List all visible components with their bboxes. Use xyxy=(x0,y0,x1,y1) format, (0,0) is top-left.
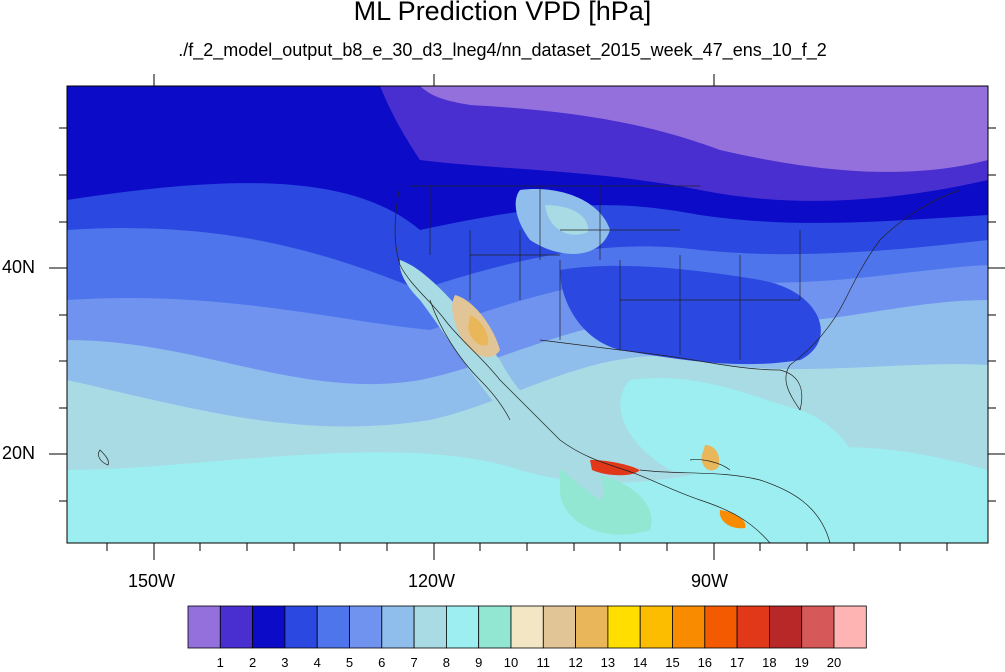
colorbar-swatch xyxy=(252,605,286,649)
colorbar-swatch xyxy=(316,605,350,649)
colorbar-label: 19 xyxy=(794,655,809,670)
colorbar-label: 3 xyxy=(281,655,289,670)
colorbar-swatch xyxy=(833,605,867,649)
colorbar-label: 13 xyxy=(600,655,616,670)
lat-ticks xyxy=(49,127,1005,502)
vpd-field xyxy=(67,86,988,543)
map-subtitle: ./f_2_model_output_b8_e_30_d3_lneg4/nn_d… xyxy=(178,40,827,60)
colorbar-swatch xyxy=(801,605,835,649)
colorbar xyxy=(187,605,867,649)
colorbar-swatch xyxy=(672,605,706,649)
colorbar-swatch xyxy=(575,605,609,649)
colorbar-label: 10 xyxy=(503,655,519,670)
colorbar-swatch xyxy=(607,605,641,649)
colorbar-label: 8 xyxy=(442,655,450,670)
lat-label-20n: 20N xyxy=(2,443,36,463)
colorbar-label: 15 xyxy=(665,655,680,670)
colorbar-label: 7 xyxy=(410,655,418,670)
colorbar-swatch xyxy=(639,605,673,649)
colorbar-swatch xyxy=(445,605,480,649)
colorbar-swatch xyxy=(219,605,254,649)
colorbar-label: 4 xyxy=(313,655,321,670)
colorbar-label: 1 xyxy=(216,655,224,670)
colorbar-swatch xyxy=(542,605,576,649)
colorbar-swatch xyxy=(187,605,221,649)
colorbar-label: 12 xyxy=(568,655,583,670)
colorbar-swatch xyxy=(478,605,512,649)
colorbar-swatch xyxy=(413,605,447,649)
coastlines xyxy=(98,185,961,543)
colorbar-swatch xyxy=(704,605,738,649)
colorbar-swatch xyxy=(510,605,544,649)
colorbar-label: 5 xyxy=(345,655,354,670)
colorbar-label: 16 xyxy=(697,655,713,670)
lat-label-40n: 40N xyxy=(2,257,36,277)
colorbar-label: 14 xyxy=(632,655,648,670)
lon-label-120w: 120W xyxy=(408,571,456,591)
colorbar-swatch xyxy=(769,605,803,649)
colorbar-label: 2 xyxy=(248,655,257,670)
lon-ticks xyxy=(106,74,948,560)
colorbar-label: 17 xyxy=(729,655,745,670)
colorbar-label: 11 xyxy=(536,655,551,670)
colorbar-label: 9 xyxy=(475,655,483,670)
colorbar-swatch xyxy=(349,605,383,649)
colorbar-label: 6 xyxy=(378,655,386,670)
colorbar-swatch xyxy=(736,605,770,649)
lon-label-90w: 90W xyxy=(691,571,729,591)
lon-label-150w: 150W xyxy=(128,571,176,591)
colorbar-label: 18 xyxy=(762,655,777,670)
colorbar-swatch xyxy=(284,605,318,649)
map-title: ML Prediction VPD [hPa] xyxy=(353,0,652,26)
colorbar-label: 20 xyxy=(826,655,842,670)
colorbar-swatch xyxy=(381,605,415,649)
